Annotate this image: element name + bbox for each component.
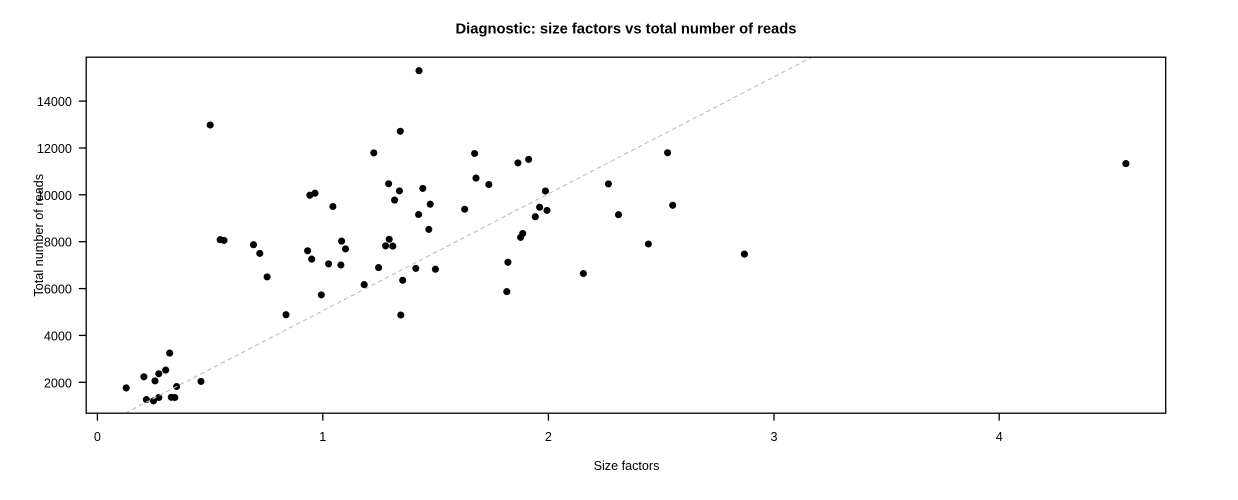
svg-text:14000: 14000 — [37, 95, 72, 109]
svg-text:Total number of reads: Total number of reads — [32, 174, 46, 297]
svg-text:6000: 6000 — [44, 283, 72, 297]
svg-text:4: 4 — [996, 430, 1003, 444]
svg-text:3: 3 — [770, 430, 777, 444]
svg-text:8000: 8000 — [44, 236, 72, 250]
svg-text:2000: 2000 — [44, 376, 72, 390]
svg-text:0: 0 — [94, 430, 101, 444]
svg-text:4000: 4000 — [44, 329, 72, 343]
svg-text:Size factors: Size factors — [594, 459, 660, 473]
svg-text:1: 1 — [319, 430, 326, 444]
svg-text:Diagnostic: size factors vs to: Diagnostic: size factors vs total number… — [456, 22, 797, 38]
svg-text:12000: 12000 — [37, 142, 72, 156]
svg-text:10000: 10000 — [37, 189, 72, 203]
svg-text:2: 2 — [545, 430, 552, 444]
